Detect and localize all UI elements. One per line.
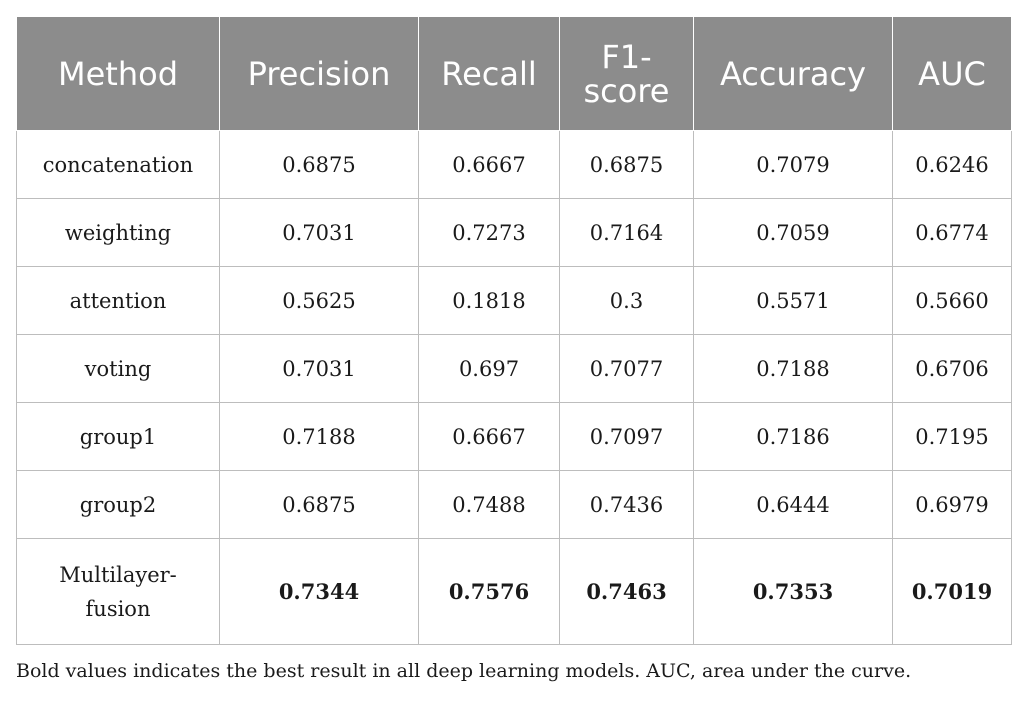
results-table: Method Precision Recall F1- score Accura…: [16, 16, 1012, 645]
method-cell: attention: [16, 266, 220, 335]
value-cell: 0.6979: [892, 470, 1012, 539]
table-body: concatenation 0.6875 0.6667 0.6875 0.7079 0.6…: [16, 130, 1012, 645]
header-precision: Precision: [219, 16, 419, 131]
value-cell: 0.7059: [693, 198, 893, 267]
value-cell: 0.3: [559, 266, 694, 335]
header-row: Method Precision Recall F1- score Accura…: [16, 16, 1012, 131]
results-table-container: Method Precision Recall F1- score Accura…: [16, 16, 1012, 645]
value-cell: 0.7188: [219, 402, 419, 471]
value-cell: 0.7097: [559, 402, 694, 471]
header-auc: AUC: [892, 16, 1012, 131]
value-cell: 0.7186: [693, 402, 893, 471]
value-cell: 0.7019: [892, 538, 1012, 645]
value-cell: 0.6444: [693, 470, 893, 539]
header-accuracy: Accuracy: [693, 16, 893, 131]
table-row: Multilayer- fusion 0.7344 0.7576 0.7463 0.73…: [16, 538, 1012, 645]
table-row: attention 0.5625 0.1818 0.3 0.5571 0.5660: [16, 266, 1012, 335]
value-cell: 0.7164: [559, 198, 694, 267]
value-cell: 0.5660: [892, 266, 1012, 335]
method-cell: Multilayer- fusion: [16, 538, 220, 645]
value-cell: 0.7436: [559, 470, 694, 539]
value-cell: 0.7576: [418, 538, 560, 645]
table-row: voting 0.7031 0.697 0.7077 0.7188 0.6706: [16, 334, 1012, 403]
value-cell: 0.7079: [693, 130, 893, 199]
value-cell: 0.7031: [219, 198, 419, 267]
method-cell: concatenation: [16, 130, 220, 199]
method-cell: group2: [16, 470, 220, 539]
value-cell: 0.7463: [559, 538, 694, 645]
value-cell: 0.5571: [693, 266, 893, 335]
header-f1-score: F1- score: [559, 16, 694, 131]
value-cell: 0.7188: [693, 334, 893, 403]
method-cell: voting: [16, 334, 220, 403]
method-cell: group1: [16, 402, 220, 471]
table-row: weighting 0.7031 0.7273 0.7164 0.7059 0.6774: [16, 198, 1012, 267]
value-cell: 0.1818: [418, 266, 560, 335]
table-row: group2 0.6875 0.7488 0.7436 0.6444 0.6979: [16, 470, 1012, 539]
value-cell: 0.7273: [418, 198, 560, 267]
method-cell: weighting: [16, 198, 220, 267]
value-cell: 0.6875: [559, 130, 694, 199]
table-row: concatenation 0.6875 0.6667 0.6875 0.7079 0.6…: [16, 130, 1012, 199]
value-cell: 0.6246: [892, 130, 1012, 199]
value-cell: 0.6667: [418, 130, 560, 199]
value-cell: 0.6667: [418, 402, 560, 471]
table-footnote: Bold values indicates the best result in…: [16, 660, 912, 682]
value-cell: 0.7031: [219, 334, 419, 403]
header-recall: Recall: [418, 16, 560, 131]
value-cell: 0.7195: [892, 402, 1012, 471]
table-row: group1 0.7188 0.6667 0.7097 0.7186 0.7195: [16, 402, 1012, 471]
value-cell: 0.6706: [892, 334, 1012, 403]
value-cell: 0.5625: [219, 266, 419, 335]
value-cell: 0.7488: [418, 470, 560, 539]
value-cell: 0.7353: [693, 538, 893, 645]
value-cell: 0.6875: [219, 130, 419, 199]
value-cell: 0.7077: [559, 334, 694, 403]
value-cell: 0.6875: [219, 470, 419, 539]
value-cell: 0.6774: [892, 198, 1012, 267]
value-cell: 0.7344: [219, 538, 419, 645]
value-cell: 0.697: [418, 334, 560, 403]
header-method: Method: [16, 16, 220, 131]
